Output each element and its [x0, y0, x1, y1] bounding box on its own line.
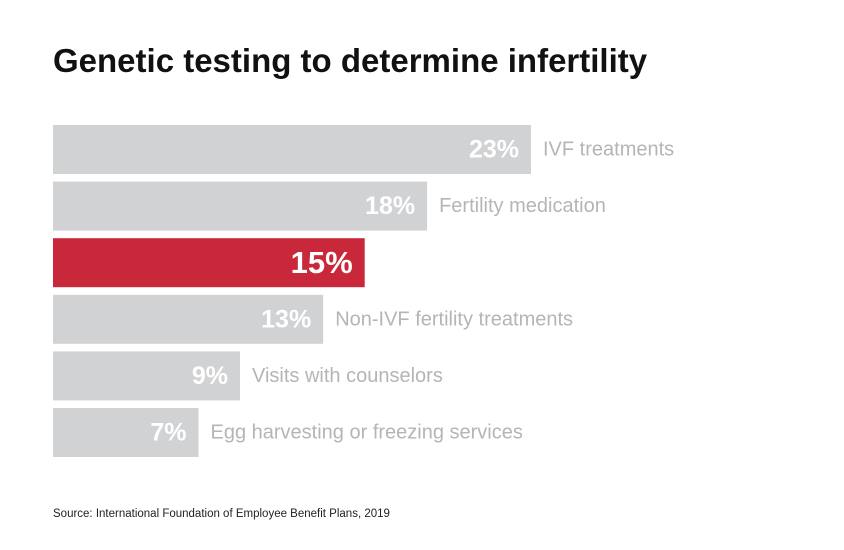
- bar-value-label: 13%: [261, 305, 311, 333]
- bar: [53, 351, 240, 401]
- source-note: Source: International Foundation of Empl…: [53, 508, 390, 520]
- bar-category-label: Egg harvesting or freezing services: [211, 422, 523, 444]
- bar-value-label: 7%: [150, 419, 186, 447]
- bar-value-label: 23%: [469, 136, 519, 164]
- bar-value-label: 18%: [365, 192, 415, 220]
- bar-category-label: Non-IVF fertility treatments: [335, 308, 573, 330]
- bar-category-label: Visits with counselors: [252, 365, 443, 387]
- bar-value-label: 9%: [192, 362, 228, 390]
- bar-category-label: IVF treatments: [543, 139, 674, 161]
- bar: [53, 181, 428, 231]
- bar: [53, 238, 365, 288]
- bar-value-label: 15%: [291, 245, 353, 280]
- bar: [53, 125, 531, 174]
- chart-title: Genetic testing to determine infertility: [53, 42, 648, 79]
- bar-category-label: Fertility medication: [439, 195, 606, 217]
- bar: [53, 294, 324, 344]
- bar: [53, 408, 199, 457]
